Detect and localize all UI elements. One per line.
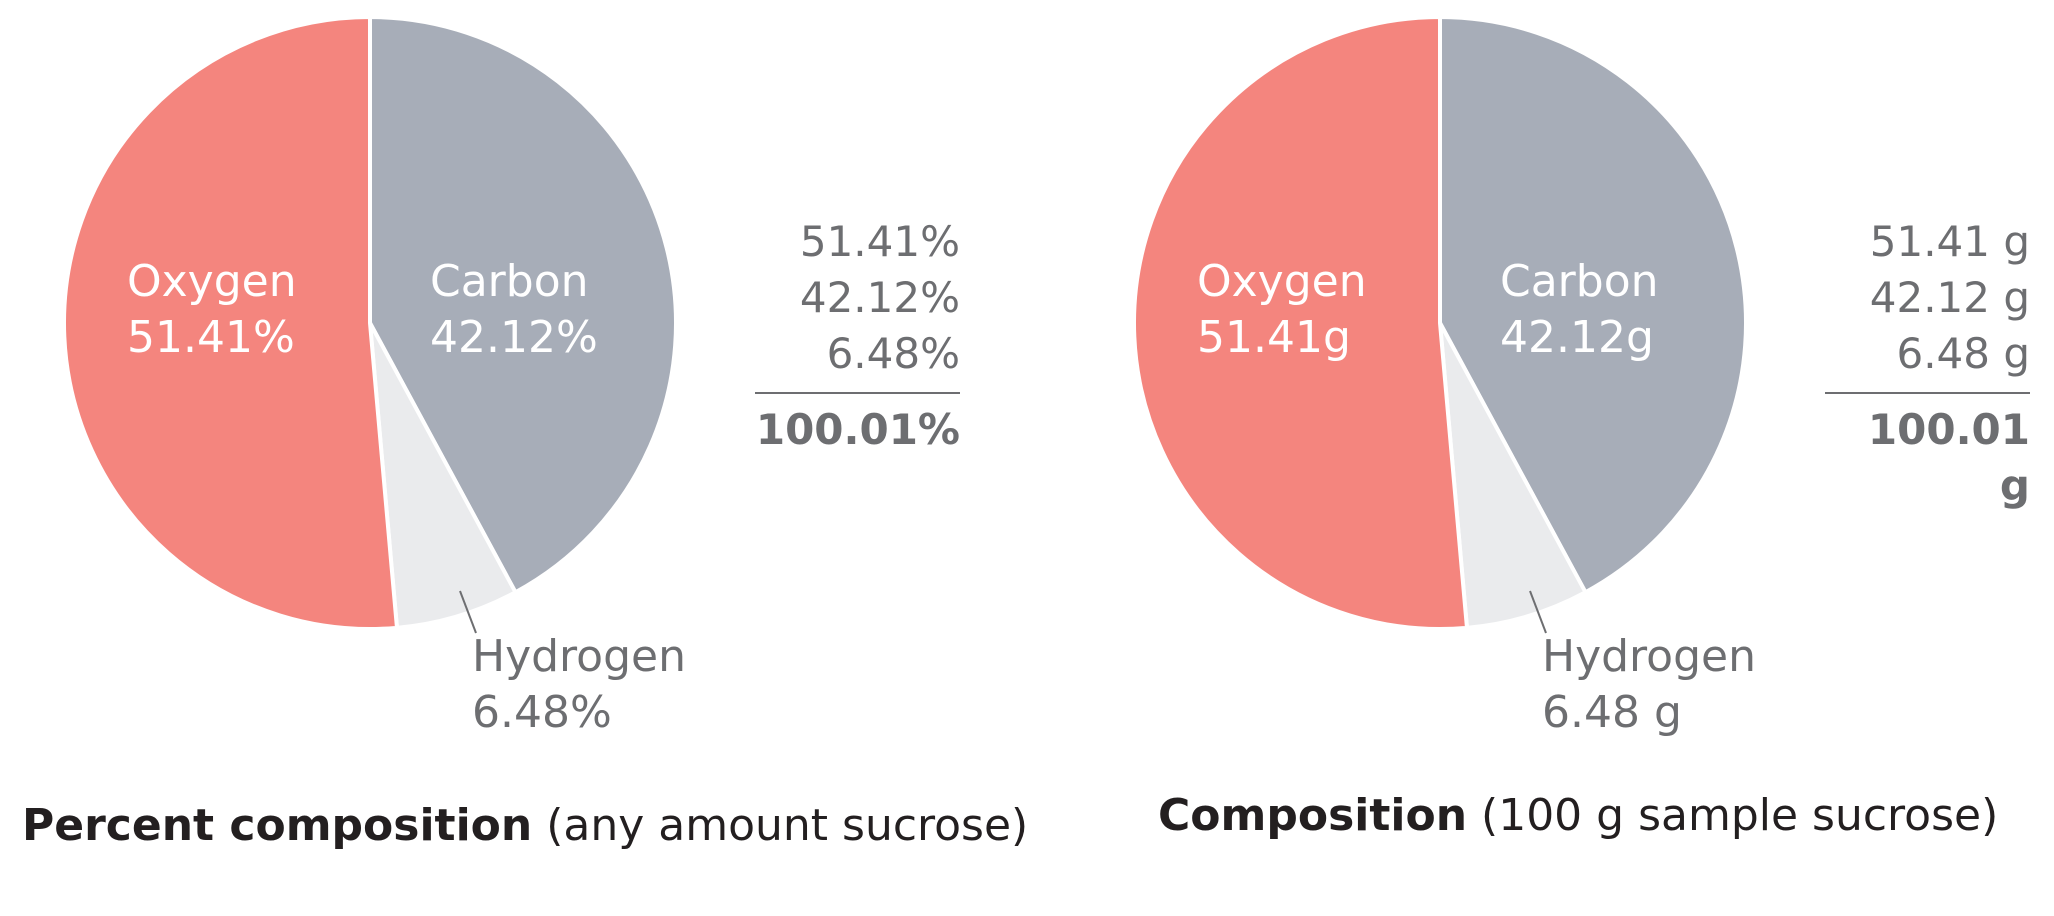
percent-composition-panel: Carbon 42.12% Hydrogen 6.48% Oxygen 51.41% 51… [22,15,1028,851]
summary-total: 100.01% [755,405,960,454]
hydrogen-leader-line [459,590,477,634]
sample-composition-caption: Composition (100 g sample sucrose) [1158,790,1998,841]
slice-label-hydrogen: Hydrogen [472,631,686,682]
pie-slice-oxygen [62,15,399,631]
sample-composition-panel: Carbon 42.12g Hydrogen 6.48 g Oxygen 51.41g 5… [1070,0,2054,916]
summary-divider [755,392,960,394]
caption-title: Composition [1158,790,1468,841]
summary-value-oxygen: 51.41 g [1869,217,2030,266]
slice-label-hydrogen: Hydrogen [1542,631,1756,682]
percent-composition-caption: Percent composition (any amount sucrose) [22,800,1028,851]
caption-title: Percent composition [22,800,533,851]
summary-value-hydrogen: 6.48% [826,329,960,378]
caption-subtitle: (any amount sucrose) [546,800,1029,851]
percent-summary: 51.41% 42.12% 6.48% 100.01% [755,214,960,458]
slice-value-carbon: 42.12% [430,312,598,363]
summary-value-carbon: 42.12% [799,273,960,322]
pie-slice-hydrogen [1438,321,1588,630]
summary-value-oxygen: 51.41% [799,217,960,266]
summary-value-carbon: 42.12 g [1869,273,2030,322]
pie-slice-hydrogen [368,321,518,630]
slice-value-oxygen: 51.41% [127,312,295,363]
pie-slice-oxygen [1132,15,1469,631]
summary-total: 100.01 g [1867,405,2030,510]
hydrogen-leader-line [1529,590,1547,634]
summary-value-hydrogen: 6.48 g [1896,329,2030,378]
pie-slice-carbon [368,15,678,595]
slice-label-carbon: Carbon [1500,256,1659,307]
pie-slice-carbon [1438,15,1748,595]
slice-value-hydrogen: 6.48% [472,687,612,738]
summary-divider [1825,392,2030,394]
caption-subtitle: (100 g sample sucrose) [1481,790,1999,841]
sample-summary: 51.41 g 42.12 g 6.48 g 100.01 g [1825,214,2030,514]
slice-label-carbon: Carbon [430,256,589,307]
slice-label-oxygen: Oxygen [1197,256,1367,307]
slice-value-carbon: 42.12g [1500,312,1654,363]
slice-value-hydrogen: 6.48 g [1542,687,1682,738]
slice-value-oxygen: 51.41g [1197,312,1351,363]
slice-label-oxygen: Oxygen [127,256,297,307]
